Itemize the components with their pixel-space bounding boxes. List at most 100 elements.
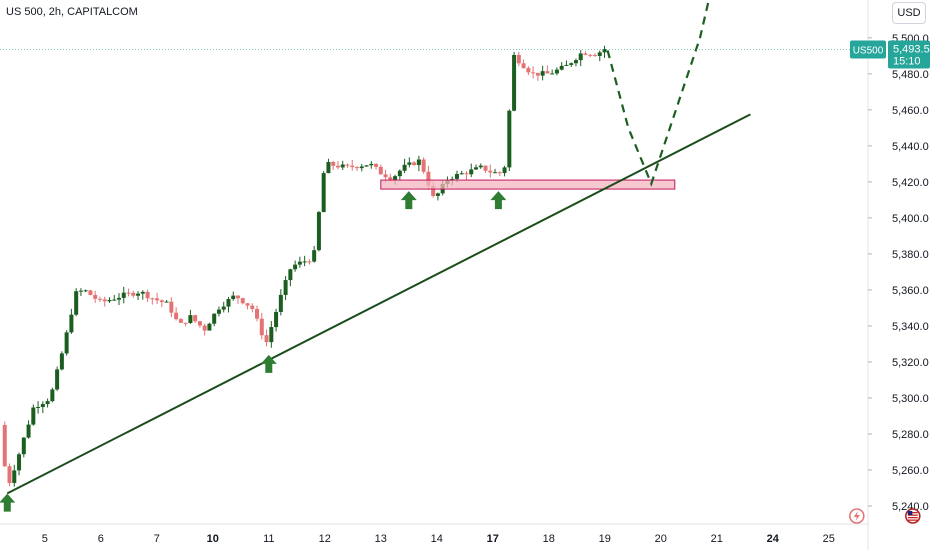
candle-body <box>502 167 507 174</box>
candle-body <box>21 437 26 455</box>
candle-body <box>426 171 431 186</box>
candle-body <box>526 68 531 73</box>
candle-body <box>435 193 440 196</box>
candle-body <box>88 290 93 296</box>
candle-body <box>2 424 7 467</box>
candle-body <box>293 264 298 270</box>
candle-body <box>64 332 69 354</box>
candle-body <box>164 301 169 303</box>
y-tick-label: 5,340.0 <box>892 321 929 333</box>
candle-body <box>107 299 112 302</box>
candle-body <box>416 159 421 166</box>
candle-body <box>516 54 521 64</box>
candle-body <box>459 173 464 175</box>
candle-body <box>102 299 107 302</box>
x-tick-label: 21 <box>711 533 723 545</box>
projected-path[interactable] <box>606 1 710 187</box>
candle-body <box>573 60 578 64</box>
us-flag-icon[interactable] <box>905 508 921 524</box>
candle-body <box>412 162 417 166</box>
candle-body <box>226 299 231 307</box>
candle-body <box>540 71 545 76</box>
candle-body <box>331 161 336 166</box>
candle-body <box>55 369 60 390</box>
x-tick-label: 19 <box>599 533 611 545</box>
candle-body <box>321 173 326 213</box>
candle-body <box>454 174 459 179</box>
candle-body <box>564 64 569 66</box>
up-arrow-icon <box>260 354 277 373</box>
support-zone[interactable] <box>380 179 676 190</box>
candle-body <box>378 166 383 175</box>
candle-body <box>402 164 407 171</box>
candle-body <box>117 297 121 300</box>
y-tick-label: 5,380.0 <box>892 249 929 261</box>
candle-body <box>221 306 226 310</box>
candle-body <box>121 292 126 298</box>
candle-body <box>578 53 583 61</box>
x-tick-label: 24 <box>767 533 780 545</box>
last-price-badge <box>888 40 930 69</box>
x-tick-label: 10 <box>207 533 219 545</box>
candle-body <box>397 170 402 177</box>
drawings <box>0 1 751 512</box>
candle-body <box>136 293 141 296</box>
candle-body <box>83 290 88 292</box>
candle-body <box>93 295 98 299</box>
candle-body <box>59 353 64 370</box>
candle-body <box>383 174 388 178</box>
last-price-label: US500 5,493.515:10 <box>0 40 930 69</box>
candle-body <box>126 292 131 294</box>
candle-body <box>359 166 364 169</box>
candle-body <box>259 318 264 336</box>
lightning-icon[interactable] <box>849 508 865 524</box>
candle-body <box>150 298 155 300</box>
candle-body <box>488 170 493 173</box>
candle-body <box>231 295 236 300</box>
candle-body <box>274 311 279 328</box>
y-tick-label: 5,400.0 <box>892 213 929 225</box>
y-tick-label: 5,420.0 <box>892 177 929 189</box>
candle-body <box>169 301 174 313</box>
x-tick-label: 5 <box>42 533 48 545</box>
candles <box>2 45 607 487</box>
x-tick-label: 6 <box>98 533 104 545</box>
candle-body <box>283 280 288 295</box>
candle-body <box>355 167 359 169</box>
candle-body <box>216 309 221 314</box>
candle-body <box>74 291 79 315</box>
currency-button[interactable]: USD <box>892 2 926 24</box>
x-tick-label: 14 <box>431 533 443 545</box>
candle-body <box>269 327 274 343</box>
trendline[interactable] <box>6 113 751 495</box>
candle-body <box>312 250 317 262</box>
candle-body <box>174 312 179 320</box>
candle-body <box>602 49 607 53</box>
candle-body <box>335 165 340 168</box>
last-price-value: 5,493.5 <box>893 44 930 56</box>
up-arrow-icon <box>400 191 417 210</box>
time-axis[interactable]: 5 6 7 10 11 12 13 14 17 18 19 20 21 24 25 <box>42 533 835 545</box>
x-tick-label: 7 <box>154 533 160 545</box>
candle-body <box>202 325 207 331</box>
candle-body <box>178 319 183 323</box>
candle-body <box>302 261 307 263</box>
candle-body <box>159 300 164 303</box>
candle-body <box>478 165 483 168</box>
x-tick-label: 18 <box>543 533 555 545</box>
y-tick-label: 5,480.0 <box>892 69 929 81</box>
candle-body <box>240 298 245 304</box>
candle-body <box>316 212 321 251</box>
candle-body <box>193 315 198 322</box>
candle-body <box>483 165 488 171</box>
candle-body <box>140 291 145 294</box>
candle-body <box>236 295 240 299</box>
candle-body <box>588 54 593 56</box>
y-tick-label: 5,300.0 <box>892 393 929 405</box>
x-tick-label: 13 <box>375 533 387 545</box>
y-tick-label: 5,460.0 <box>892 105 929 117</box>
candle-body <box>278 294 283 312</box>
candle-body <box>245 303 250 306</box>
candle-body <box>350 165 355 168</box>
